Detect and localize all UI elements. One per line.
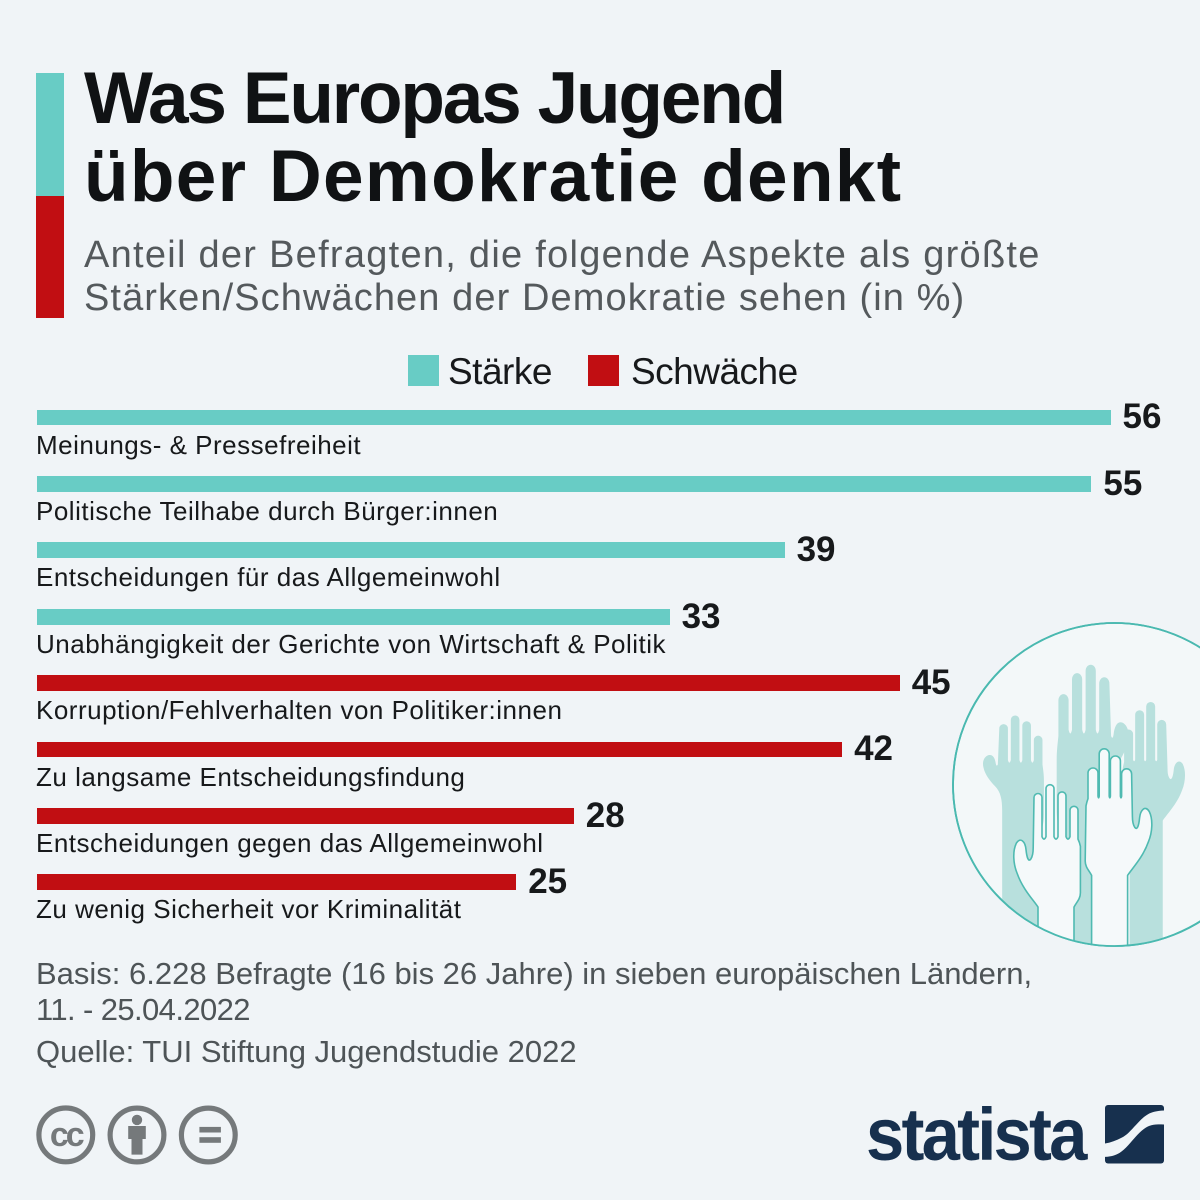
svg-text:cc: cc [50,1116,84,1154]
